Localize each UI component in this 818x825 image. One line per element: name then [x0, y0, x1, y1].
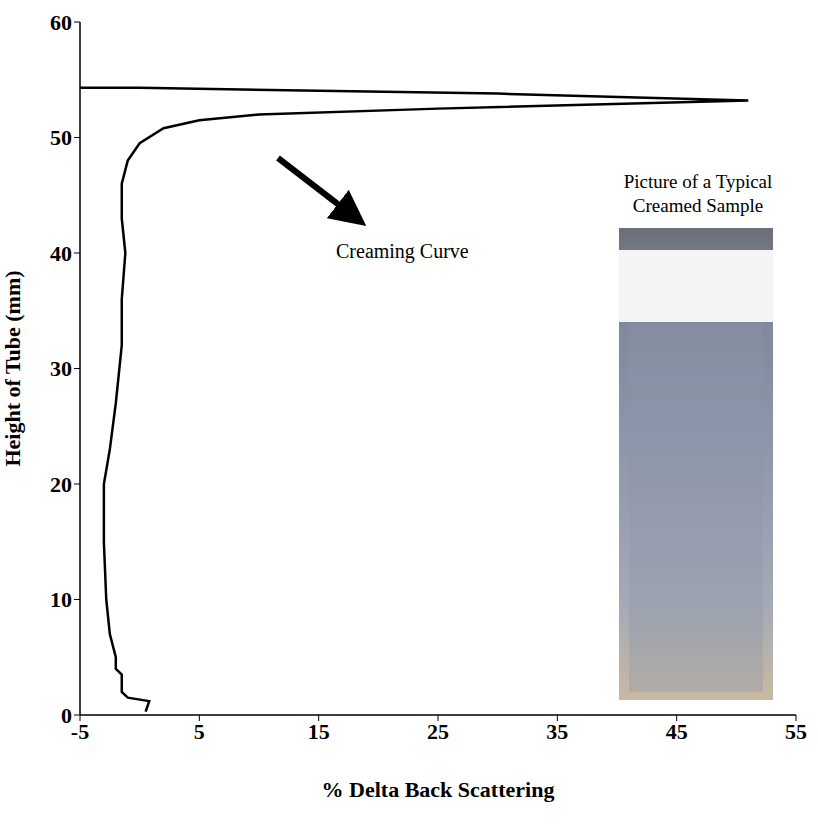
- svg-text:55: 55: [785, 719, 807, 744]
- svg-text:5: 5: [194, 719, 205, 744]
- svg-text:25: 25: [427, 719, 449, 744]
- html-text:Picture of a Typical Creamed S: Picture of a Typical Creamed Sample: [623, 171, 773, 216]
- svg-text:-5: -5: [71, 719, 89, 744]
- svg-text:% Delta Back Scattering: % Delta Back Scattering: [322, 777, 555, 802]
- html-text:Creaming Curve: Creaming Curve: [336, 240, 469, 262]
- svg-text:20: 20: [50, 472, 72, 497]
- svg-text:0: 0: [61, 703, 72, 728]
- svg-text:15: 15: [308, 719, 330, 744]
- svg-text:35: 35: [546, 719, 568, 744]
- svg-text:30: 30: [50, 356, 72, 381]
- svg-text:40: 40: [50, 241, 72, 266]
- svg-text:50: 50: [50, 125, 72, 150]
- svg-text:60: 60: [50, 10, 72, 35]
- svg-text:Height of Tube (mm): Height of Tube (mm): [0, 270, 25, 466]
- svg-text:45: 45: [666, 719, 688, 744]
- svg-text:10: 10: [50, 587, 72, 612]
